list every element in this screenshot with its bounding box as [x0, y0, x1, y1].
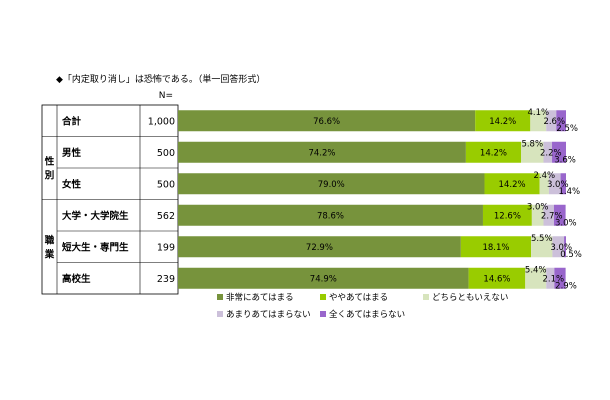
data-label: 5.4%: [525, 265, 547, 275]
data-label: 74.9%: [310, 274, 337, 284]
n-value: 562: [157, 211, 175, 222]
bar-segment: [178, 204, 483, 226]
bar-segment: [546, 110, 557, 132]
n-value: 239: [157, 274, 175, 285]
bar-segment: [539, 173, 549, 195]
data-label: 14.2%: [489, 117, 516, 127]
data-label: 3.0%: [555, 218, 577, 228]
data-label: 78.6%: [317, 211, 344, 221]
page-title: ◆「内定取り消し」は恐怖である。（単一回答形式）: [56, 75, 266, 85]
data-label: 5.8%: [521, 139, 543, 149]
n-value: 500: [157, 148, 175, 159]
data-label: 18.1%: [482, 243, 509, 253]
legend-swatch: [320, 294, 326, 300]
bar-segment: [178, 141, 466, 163]
data-label: 79.0%: [318, 180, 345, 190]
bar-segment: [530, 110, 547, 132]
bar-segment: [178, 173, 485, 195]
legend-swatch: [320, 311, 326, 317]
bar-segment: [546, 267, 555, 289]
bar-segment: [178, 236, 461, 258]
bar-segment: [554, 267, 566, 289]
bar-segment: [178, 267, 469, 289]
category-label: 女性: [62, 178, 82, 190]
data-label: 1.4%: [558, 187, 580, 197]
data-label: 2.2%: [540, 148, 562, 158]
group-label-2: 職業: [44, 234, 55, 260]
data-label: 12.6%: [494, 211, 521, 221]
bar-segment: [552, 236, 565, 258]
legend-label: 全くあてはまらない: [329, 309, 405, 320]
category-label: 短大生・専門生: [62, 241, 129, 253]
data-label: 74.2%: [308, 148, 335, 158]
bar-segment: [552, 141, 566, 163]
data-label: 3.0%: [547, 180, 569, 190]
legend-swatch: [217, 311, 223, 317]
bar-segment: [548, 173, 561, 195]
n-value: 1,000: [148, 116, 175, 127]
bar-segment: [460, 236, 532, 258]
data-label: 14.2%: [480, 148, 507, 158]
bar-segment: [468, 267, 526, 289]
data-label: 3.0%: [550, 243, 572, 253]
legend-label: あまりあてはまらない: [226, 310, 311, 320]
data-label: 72.9%: [306, 243, 333, 253]
bar-segment: [531, 204, 544, 226]
bar-segment: [525, 267, 547, 289]
legend-label: ややあてはまる: [329, 293, 388, 303]
data-label: 14.6%: [483, 274, 510, 284]
bar-segment: [520, 141, 544, 163]
data-label: 3.0%: [527, 202, 549, 212]
bar-segment: [178, 110, 476, 132]
data-label: 2.5%: [556, 124, 578, 134]
category-label: 高校生: [62, 273, 91, 285]
legend-label: 非常にあてはまる: [226, 292, 294, 303]
data-label: 2.4%: [533, 171, 555, 181]
group-label-1: 性別: [44, 156, 55, 182]
n-value: 500: [157, 179, 175, 190]
data-label: 14.2%: [499, 180, 526, 190]
data-label: 76.6%: [313, 117, 340, 127]
n-header: N=: [158, 91, 173, 101]
bar-segment: [484, 173, 540, 195]
legend-swatch: [217, 294, 223, 300]
bar-segment: [553, 204, 566, 226]
data-label: 4.1%: [527, 108, 549, 118]
bar-segment: [482, 204, 532, 226]
bar-segment: [564, 236, 566, 258]
data-label: 0.5%: [560, 250, 582, 260]
data-label: 2.9%: [555, 281, 577, 291]
legend-label: どちらともいえない: [432, 293, 508, 303]
bar-segment: [475, 110, 531, 132]
bar-segment: [531, 236, 553, 258]
legend-swatch: [423, 294, 429, 300]
data-label: 2.7%: [541, 211, 563, 221]
category-label: 男性: [62, 147, 82, 159]
n-value: 199: [157, 242, 175, 253]
bar-segment: [543, 141, 553, 163]
data-label: 5.5%: [531, 234, 553, 244]
bar-segment: [556, 110, 566, 132]
data-label: 3.6%: [554, 155, 576, 165]
category-label: 合計: [62, 115, 82, 127]
bar-segment: [543, 204, 554, 226]
category-label: 大学・大学院生: [62, 210, 129, 222]
bar-segment: [465, 141, 521, 163]
data-label: 2.1%: [542, 274, 564, 284]
data-label: 2.6%: [543, 117, 565, 127]
bar-segment: [560, 173, 566, 195]
